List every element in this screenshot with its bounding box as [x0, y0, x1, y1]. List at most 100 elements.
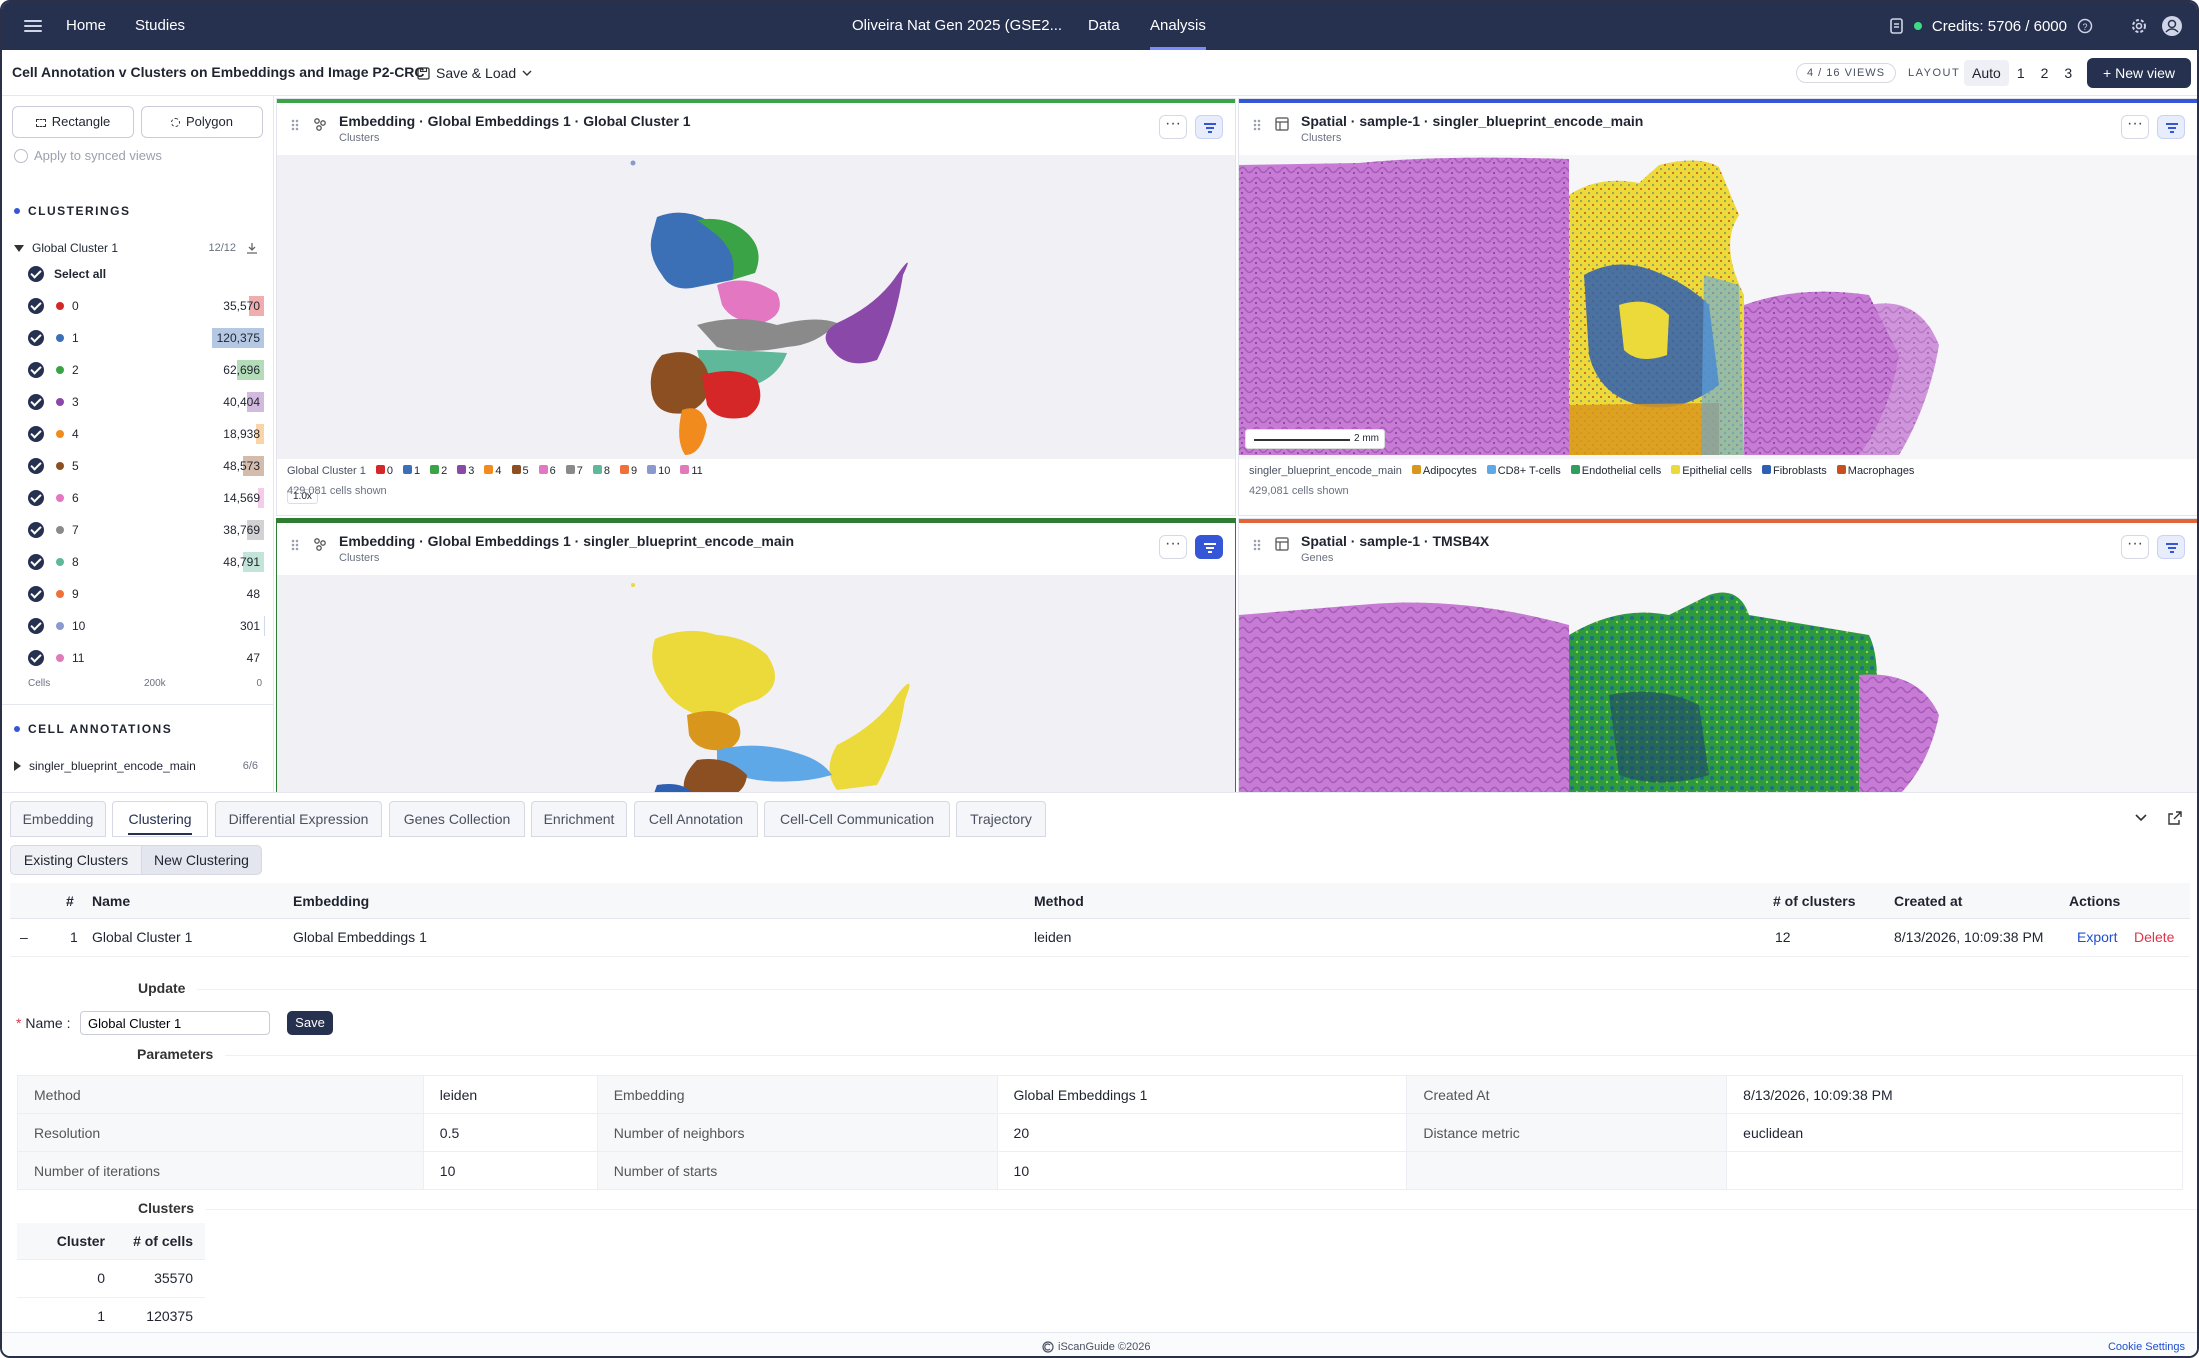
cluster-row[interactable]: 1 120,375	[28, 327, 264, 349]
gear-icon[interactable]	[2130, 17, 2148, 35]
legend-item[interactable]: 1	[397, 465, 420, 477]
nav-studies[interactable]: Studies	[135, 17, 186, 34]
filter-button[interactable]	[2157, 115, 2185, 139]
legend-item[interactable]: Epithelial cells	[1665, 465, 1752, 477]
cluster-checkbox[interactable]	[28, 394, 44, 410]
legend-item[interactable]: 9	[614, 465, 637, 477]
nav-project[interactable]: Oliveira Nat Gen 2025 (GSE2...	[852, 17, 1063, 34]
more-options-button[interactable]: ···	[1159, 535, 1187, 559]
legend-item[interactable]: 7	[560, 465, 583, 477]
umap-scatter[interactable]	[277, 575, 1236, 792]
rectangle-select-button[interactable]: Rectangle	[12, 106, 134, 138]
collapse-chevron-icon[interactable]	[2134, 813, 2148, 823]
layout-3[interactable]: 3	[2064, 65, 2073, 81]
tissue-image[interactable]	[1239, 575, 2199, 792]
cluster-checkbox[interactable]	[28, 618, 44, 634]
layout-auto[interactable]: Auto	[1964, 60, 2009, 86]
cluster-row[interactable]: 10 301	[28, 615, 264, 637]
select-all-checkbox[interactable]	[28, 266, 44, 282]
umap-scatter[interactable]	[277, 155, 1236, 459]
polygon-select-button[interactable]: Polygon	[141, 106, 263, 138]
legend-item[interactable]: 5	[506, 465, 529, 477]
cluster-checkbox[interactable]	[28, 490, 44, 506]
legend-item[interactable]: 6	[533, 465, 556, 477]
legend-item[interactable]: 4	[478, 465, 502, 477]
cluster-row[interactable]: 8 48,791	[28, 551, 264, 573]
tissue-image[interactable]	[1239, 155, 2199, 459]
cluster-checkbox[interactable]	[28, 586, 44, 602]
legend-item[interactable]: 11	[674, 465, 703, 477]
cluster-checkbox[interactable]	[28, 362, 44, 378]
tab-embedding[interactable]: Embedding	[10, 801, 106, 837]
legend-item[interactable]: Endothelial cells	[1565, 465, 1661, 477]
save-button[interactable]: Save	[287, 1011, 333, 1035]
cluster-checkbox[interactable]	[28, 426, 44, 442]
cluster-checkbox[interactable]	[28, 650, 44, 666]
legend-item[interactable]: CD8+ T-cells	[1481, 465, 1561, 477]
external-open-icon[interactable]	[2167, 810, 2183, 826]
filter-button-active[interactable]	[1195, 535, 1223, 559]
delete-link[interactable]: Delete	[2134, 929, 2175, 945]
cluster-checkbox[interactable]	[28, 522, 44, 538]
cookie-settings-link[interactable]: Cookie Settings	[2107, 1341, 2185, 1353]
more-options-button[interactable]: ···	[1159, 115, 1187, 139]
legend-item[interactable]: 8	[587, 465, 610, 477]
download-icon[interactable]	[246, 242, 258, 254]
cluster-row[interactable]: 9 48	[28, 583, 264, 605]
cluster-checkbox[interactable]	[28, 554, 44, 570]
user-avatar-icon[interactable]	[2161, 15, 2183, 37]
cluster-row[interactable]: 0 35,570	[28, 295, 264, 317]
more-options-button[interactable]: ···	[2121, 535, 2149, 559]
cluster-row[interactable]: 2 62,696	[28, 359, 264, 381]
tab-trajectory[interactable]: Trajectory	[956, 801, 1046, 837]
legend-item[interactable]: Macrophages	[1831, 465, 1914, 477]
embedding-plot[interactable]: 1.0x	[277, 155, 1236, 504]
tab-differential-expression[interactable]: Differential Expression	[215, 801, 382, 837]
seg-new-clustering[interactable]: New Clustering	[142, 845, 262, 875]
cluster-row[interactable]: 11 47	[28, 647, 264, 669]
clustering-group[interactable]: Global Cluster 1 12/12	[14, 238, 264, 258]
cluster-row[interactable]: 5 48,573	[28, 455, 264, 477]
legend-item[interactable]: 2	[424, 465, 447, 477]
cluster-row[interactable]: 3 40,404	[28, 391, 264, 413]
filter-button[interactable]	[2157, 535, 2185, 559]
legend-item[interactable]: Fibroblasts	[1756, 465, 1827, 477]
tab-enrichment[interactable]: Enrichment	[531, 801, 627, 837]
filter-button[interactable]	[1195, 115, 1223, 139]
row-collapse-toggle[interactable]: –	[20, 929, 28, 945]
nav-home[interactable]: Home	[66, 17, 107, 34]
legend-item[interactable]: Adipocytes	[1406, 465, 1477, 477]
spatial-image[interactable]: 2 mm	[1239, 155, 2199, 459]
table-row[interactable]: – 1 Global Cluster 1 Global Embeddings 1…	[10, 919, 2190, 957]
legend-item[interactable]: 3	[451, 465, 474, 477]
help-icon[interactable]: ?	[2077, 18, 2093, 34]
nav-analysis[interactable]: Analysis	[1150, 2, 1206, 50]
legend-item[interactable]: 0	[370, 465, 393, 477]
tab-clustering[interactable]: Clustering	[112, 801, 208, 837]
seg-existing-clusters[interactable]: Existing Clusters	[10, 845, 142, 875]
annotation-group[interactable]: singler_blueprint_encode_main 6/6	[14, 756, 264, 776]
select-all-row[interactable]: Select all	[28, 263, 264, 285]
embedding-plot[interactable]	[277, 575, 1235, 792]
save-load-button[interactable]: Save & Load	[417, 61, 532, 85]
cluster-row[interactable]: 4 18,938	[28, 423, 264, 445]
tab-cell-annotation[interactable]: Cell Annotation	[634, 801, 758, 837]
new-view-button[interactable]: + New view	[2087, 58, 2191, 88]
drag-handle-icon[interactable]	[1253, 539, 1261, 551]
layout-2[interactable]: 2	[2040, 65, 2049, 81]
drag-handle-icon[interactable]	[1253, 119, 1261, 131]
drag-handle-icon[interactable]	[291, 119, 299, 131]
cluster-row[interactable]: 6 14,569	[28, 487, 264, 509]
cluster-checkbox[interactable]	[28, 458, 44, 474]
export-link[interactable]: Export	[2077, 929, 2118, 945]
document-icon[interactable]	[1890, 18, 1904, 34]
cluster-checkbox[interactable]	[28, 330, 44, 346]
tab-cell-cell-communication[interactable]: Cell-Cell Communication	[764, 801, 950, 837]
menu-icon[interactable]	[24, 17, 42, 33]
cluster-checkbox[interactable]	[28, 298, 44, 314]
cluster-row[interactable]: 7 38,769	[28, 519, 264, 541]
apply-synced-checkbox[interactable]: Apply to synced views	[14, 148, 162, 163]
legend-item[interactable]: 10	[641, 465, 670, 477]
tab-genes-collection[interactable]: Genes Collection	[389, 801, 525, 837]
spatial-image[interactable]	[1239, 575, 2199, 792]
